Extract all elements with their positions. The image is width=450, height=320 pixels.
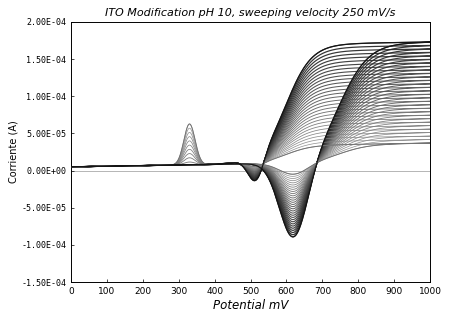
X-axis label: Potential mV: Potential mV <box>213 299 288 312</box>
Title: ITO Modification pH 10, sweeping velocity 250 mV/s: ITO Modification pH 10, sweeping velocit… <box>105 8 396 18</box>
Y-axis label: Corriente (A): Corriente (A) <box>9 121 18 183</box>
